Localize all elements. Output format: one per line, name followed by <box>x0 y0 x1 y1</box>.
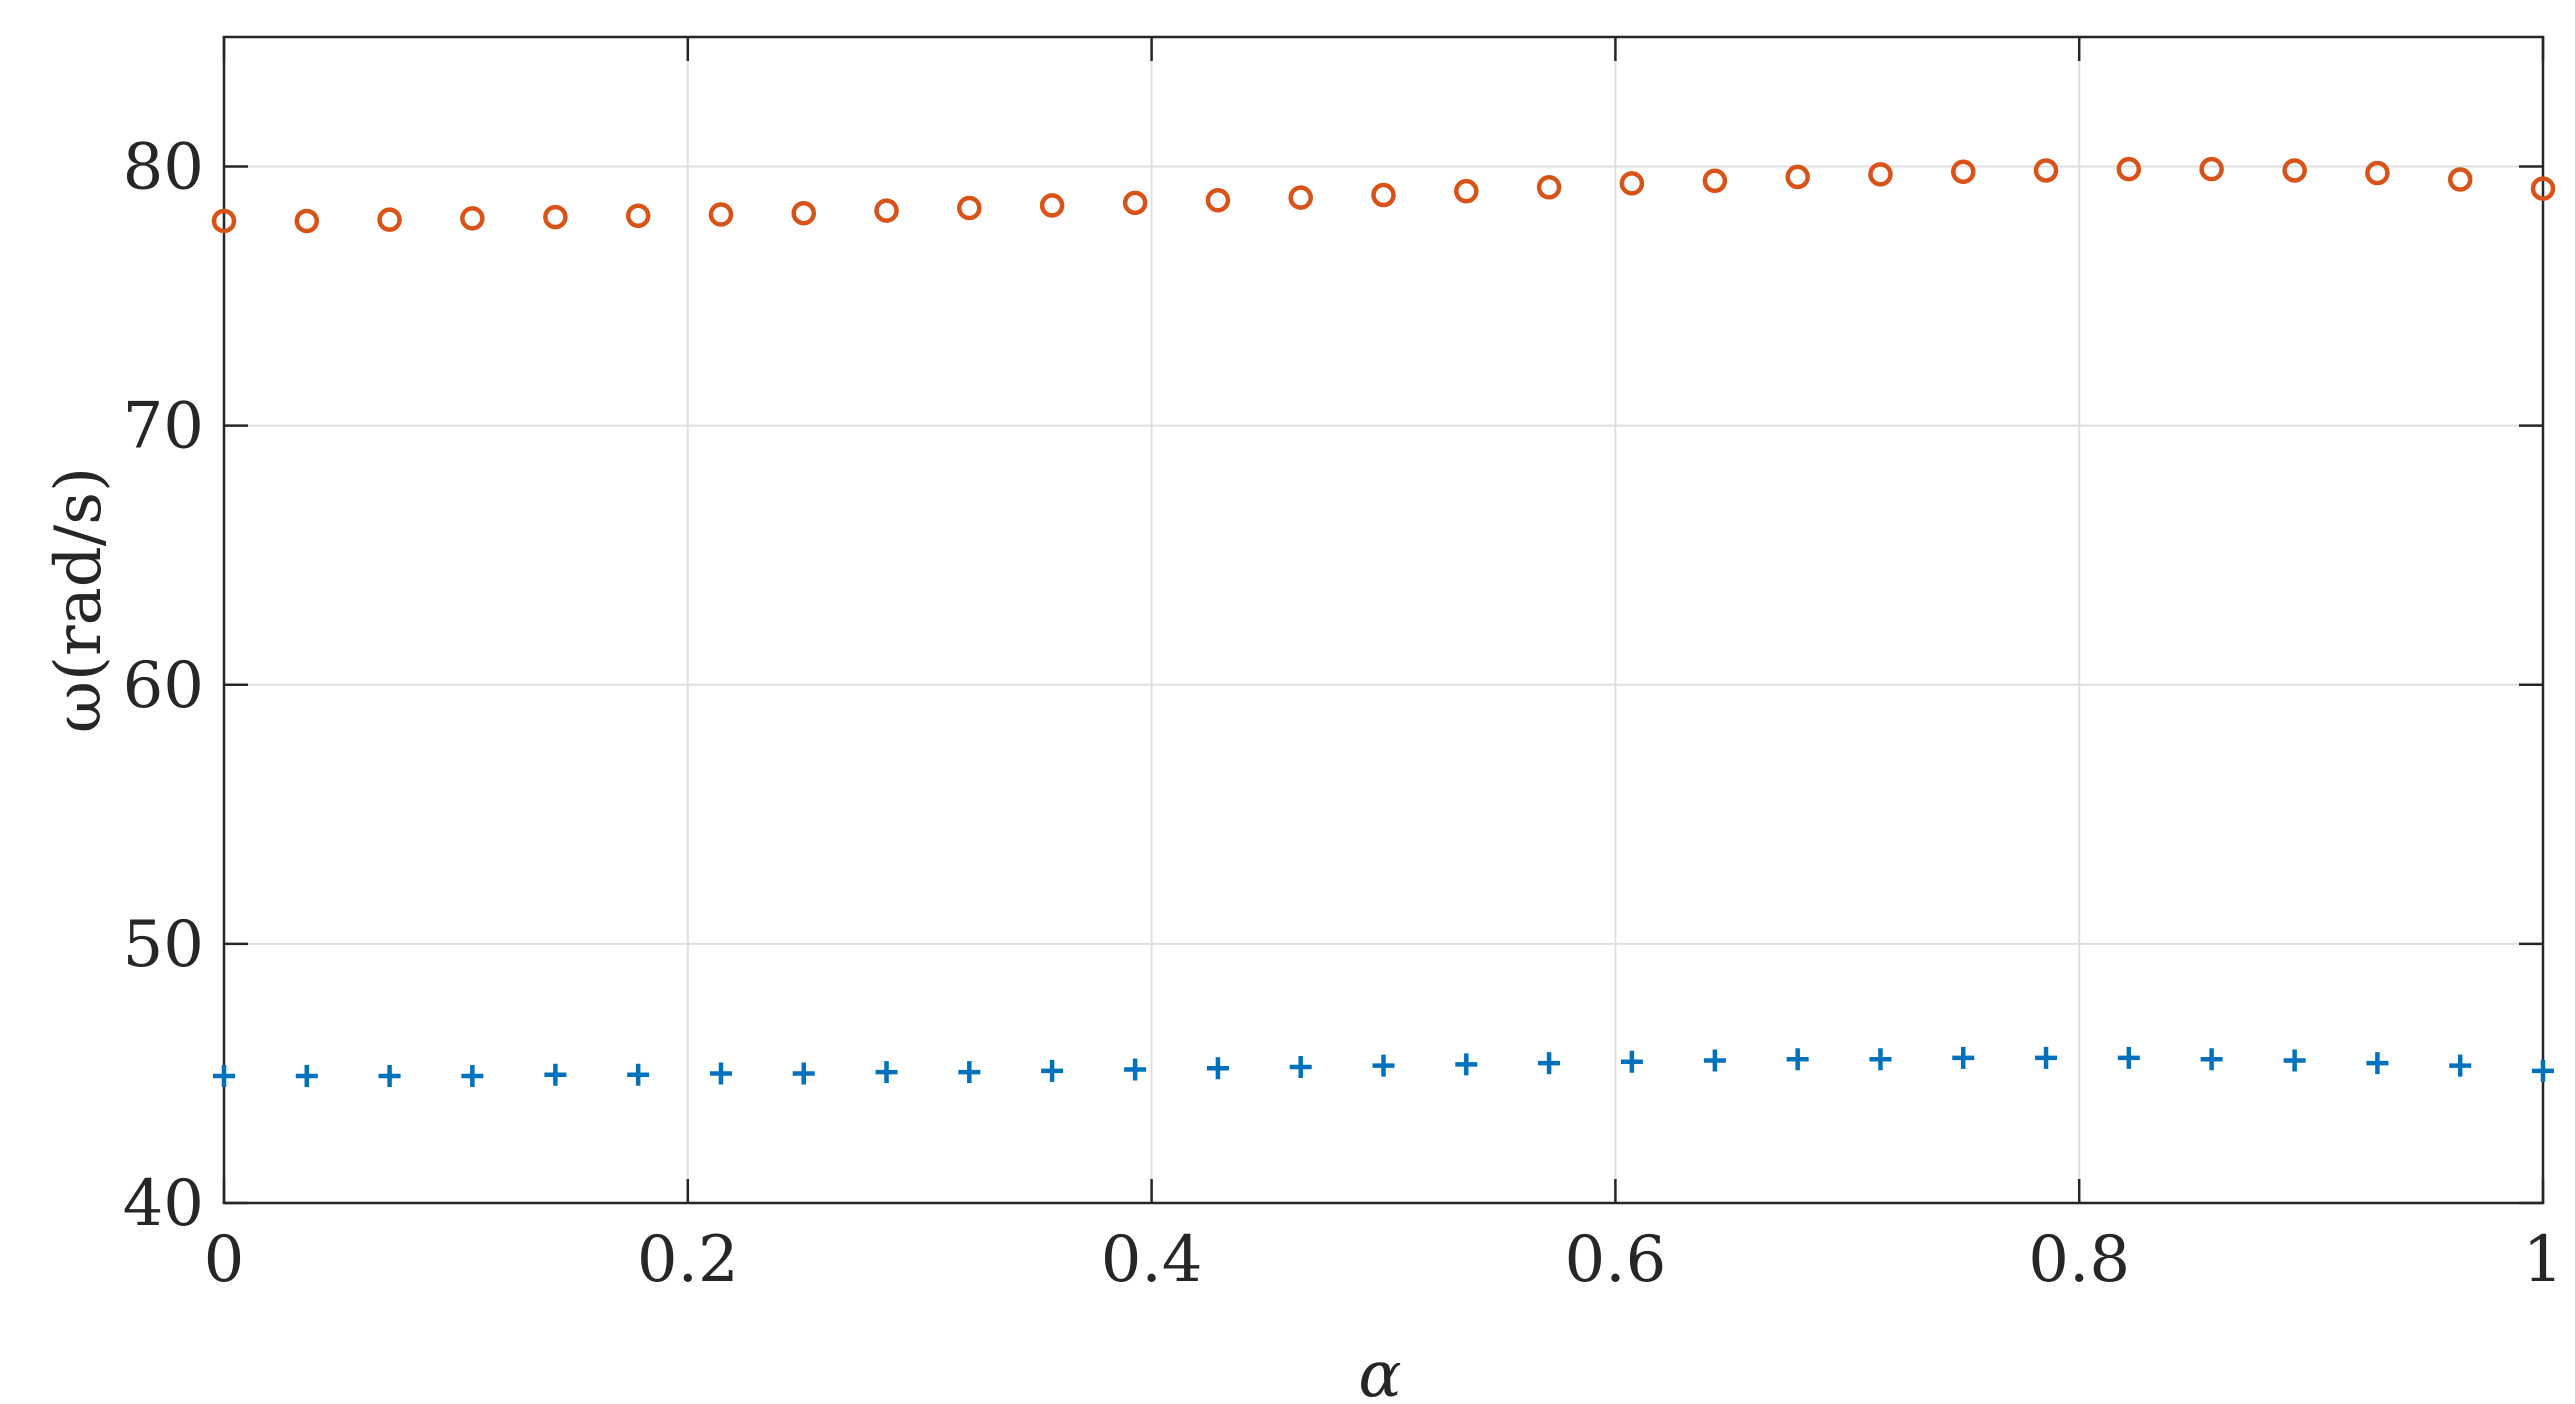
plot-area-border <box>222 35 2545 1205</box>
y-axis-label: ω(rad/s) <box>42 467 116 733</box>
data-point-circle <box>1702 168 1728 194</box>
data-point-plus <box>627 1063 650 1086</box>
data-point-plus <box>2283 1049 2306 1072</box>
data-point-circle <box>1039 193 1065 218</box>
data-point-circle <box>377 207 402 232</box>
data-point-circle <box>1288 185 1313 210</box>
data-point-circle <box>874 198 899 223</box>
data-point-plus <box>295 1065 318 1088</box>
x-tick-label: 0.2 <box>637 1223 739 1297</box>
data-point-plus <box>544 1063 567 1086</box>
data-point-circle <box>1868 162 1893 187</box>
y-tick-label: 60 <box>123 649 204 723</box>
data-point-circle <box>2116 156 2142 182</box>
data-point-plus <box>378 1065 401 1088</box>
series-0 <box>213 1046 2554 1088</box>
x-tick-label: 0 <box>204 1223 245 1297</box>
data-point-plus <box>1620 1050 1643 1073</box>
data-point-circle <box>2447 167 2473 192</box>
data-point-plus <box>2366 1052 2389 1075</box>
data-point-plus <box>2035 1046 2058 1069</box>
data-point-circle <box>460 206 485 231</box>
tick-labels: 0 0.2 0.4 0.6 0.8 1 40 50 60 70 80 <box>123 131 2564 1297</box>
data-point-circle <box>1454 178 1479 204</box>
data-point-plus <box>1372 1054 1395 1077</box>
data-point-circle <box>957 195 982 221</box>
x-tick-label: 0.6 <box>1565 1223 1667 1297</box>
data-point-circle <box>2282 158 2307 183</box>
x-axis-label: α <box>1358 1338 1401 1399</box>
data-point-plus <box>958 1061 981 1084</box>
data-point-plus <box>1289 1055 1312 1078</box>
data-point-plus <box>1869 1048 1892 1071</box>
data-point-plus <box>2532 1059 2554 1082</box>
data-point-circle <box>1951 159 1976 184</box>
data-point-circle <box>211 208 237 234</box>
y-tick-label: 40 <box>123 1167 204 1241</box>
data-point-plus <box>2117 1046 2140 1069</box>
series-1 <box>211 156 2556 234</box>
data-point-circle <box>1619 171 1645 196</box>
data-point-circle <box>2530 176 2556 201</box>
data-point-plus <box>1538 1052 1561 1075</box>
data-point-plus <box>1455 1053 1478 1076</box>
data-point-plus <box>1041 1059 1064 1082</box>
data-point-plus <box>1703 1049 1726 1072</box>
data-point-plus <box>1124 1058 1147 1081</box>
data-point-plus <box>2200 1048 2223 1071</box>
data-point-circle <box>1205 187 1231 213</box>
y-tick-label: 80 <box>123 131 204 205</box>
data-point-circle <box>1785 164 1810 190</box>
data-point-circle <box>625 203 651 229</box>
x-tick-label: 1 <box>2523 1223 2564 1297</box>
data-point-plus <box>461 1065 484 1088</box>
data-point-circle <box>1122 190 1148 216</box>
data-point-plus <box>1952 1046 1975 1069</box>
data-point-circle <box>2199 156 2224 182</box>
data-point-plus <box>875 1061 898 1084</box>
data-point-plus <box>2449 1054 2472 1077</box>
axes <box>222 35 2545 1205</box>
x-tick-label: 0.4 <box>1101 1223 1203 1297</box>
y-tick-label: 70 <box>123 390 204 464</box>
grid-lines <box>224 37 2543 1204</box>
data-point-circle <box>2365 160 2390 186</box>
data-point-circle <box>1536 175 1562 200</box>
data-point-plus <box>792 1062 815 1085</box>
data-point-plus <box>1786 1048 1809 1071</box>
y-tick-label: 50 <box>123 908 204 982</box>
data-point-circle <box>543 204 568 230</box>
data-point-circle <box>791 200 816 226</box>
data-point-circle <box>2033 158 2059 183</box>
data-point-plus <box>1206 1057 1229 1080</box>
data-point-plus <box>213 1065 235 1088</box>
data-point-plus <box>709 1062 732 1085</box>
data-point-circle <box>294 208 320 234</box>
data-series <box>211 156 2556 1088</box>
x-tick-label: 0.8 <box>2028 1223 2130 1297</box>
data-point-circle <box>708 202 734 227</box>
data-point-circle <box>1371 182 1396 208</box>
